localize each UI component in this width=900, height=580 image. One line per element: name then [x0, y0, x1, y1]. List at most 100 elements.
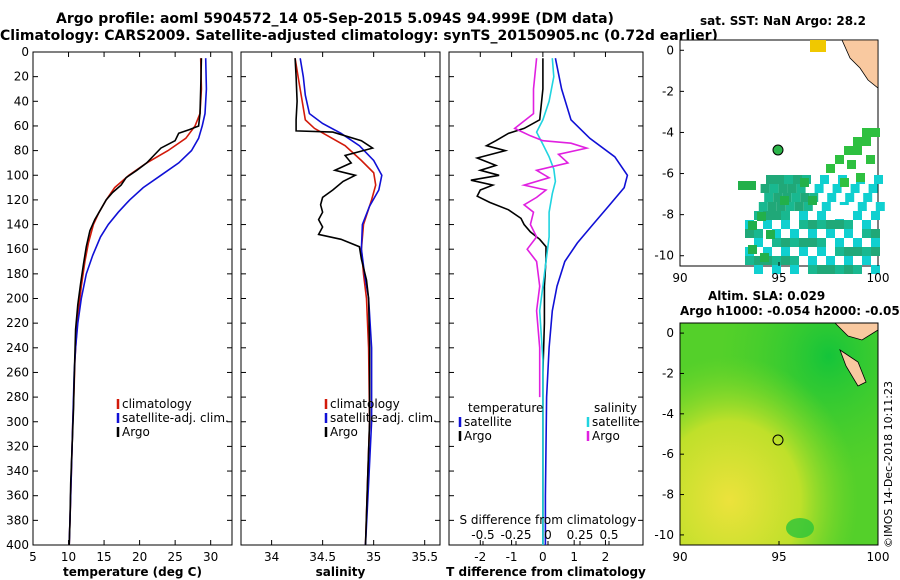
sst-pixel: [776, 202, 786, 211]
sst-pixel: [772, 256, 781, 265]
sst-pixel: [853, 238, 862, 247]
sst-pixel: [853, 247, 862, 256]
sst-pixel: [799, 238, 808, 247]
salinity-series-satellite-adj-clim-: [299, 58, 383, 546]
sla-title-line-2: Argo h1000: -0.054 h2000: -0.056: [680, 304, 900, 318]
sst-pixel: [840, 178, 849, 187]
sst-pixel: [758, 202, 768, 211]
sst-pixel: [814, 184, 824, 193]
sst-pixel: [817, 211, 826, 220]
sst-pixel: [799, 211, 808, 220]
sst-pixel: [871, 265, 880, 274]
sst-lon-label: 90: [672, 271, 687, 285]
sst-pixel: [790, 256, 799, 265]
sst-pixel: [785, 202, 795, 211]
sst-pixel: [766, 230, 775, 239]
sst-pixel: [826, 164, 835, 173]
sst-argo-position-marker: [772, 144, 784, 156]
sst-pixel: [773, 193, 783, 202]
sst-pixel: [781, 211, 790, 220]
sst-pixel: [772, 265, 781, 274]
difference-series-salinity-satellite: [535, 58, 557, 545]
sst-pixel: [821, 202, 831, 211]
temperature-plot-frame: [32, 51, 233, 546]
difference-xtick-label: 1: [570, 550, 578, 564]
sst-lon-label: 100: [867, 271, 890, 285]
sst-pixel: [866, 155, 875, 164]
temperature-legend-label: satellite-adj. clim.: [122, 411, 229, 425]
sst-pixel: [847, 160, 856, 169]
sla-lon-label: 95: [771, 550, 786, 564]
sst-pixel: [820, 175, 829, 184]
sst-pixel: [745, 256, 754, 265]
sst-pixel: [853, 265, 862, 274]
sst-pixel: [808, 265, 817, 274]
sst-lat-label: -6: [662, 167, 674, 181]
depth-tick-label: 300: [6, 415, 29, 429]
sst-pixel: [754, 229, 763, 238]
sst-pixel: [763, 220, 772, 229]
depth-tick-label: 360: [6, 489, 29, 503]
sla-lat-label: -4: [662, 407, 674, 421]
sst-pixel: [738, 181, 747, 190]
sst-pixel: [871, 128, 880, 137]
salinity-xtick-label: 35.5: [411, 550, 438, 564]
sst-pixel: [800, 178, 809, 187]
sst-pixel: [778, 184, 788, 193]
sla-argo-position-marker: [772, 434, 784, 446]
sst-pixel: [808, 220, 817, 229]
diff-legend-salinity-title: salinity: [594, 401, 637, 415]
sst-pixel: [844, 265, 853, 274]
sst-pixel: [799, 247, 808, 256]
sst-pixel: [799, 220, 808, 229]
sst-pixel: [781, 256, 790, 265]
sst-pixel: [862, 247, 871, 256]
sla-title-line-1: Altim. SLA: 0.029: [708, 289, 826, 303]
sst-pixel: [810, 40, 826, 52]
sst-pixel: [787, 184, 797, 193]
sst-pixel: [796, 184, 806, 193]
diff-legend-temperature-title: temperature: [468, 401, 543, 415]
sst-pixel: [781, 238, 790, 247]
sst-pixel: [850, 184, 860, 193]
sst-pixel: [769, 184, 779, 193]
sst-pixel: [808, 229, 817, 238]
salinity-xtick-label: 35: [366, 550, 381, 564]
diff-legend-label: Argo: [464, 429, 492, 443]
sla-lat-label: 0: [666, 326, 674, 340]
sst-pixel: [844, 229, 853, 238]
sst-pixel: [875, 202, 885, 211]
temperature-xtick-label: 15: [96, 550, 111, 564]
temperature-xtick-label: 10: [61, 550, 76, 564]
sst-lon-label: 95: [771, 271, 786, 285]
depth-tick-label: 380: [6, 513, 29, 527]
depth-tick-label: 180: [6, 267, 29, 281]
diff-legend-label: satellite: [592, 415, 640, 429]
sst-pixel: [835, 205, 849, 219]
sst-pixel: [832, 184, 842, 193]
sst-pixel: [763, 211, 772, 220]
sst-pixel: [862, 137, 871, 146]
sst-pixel: [784, 175, 793, 184]
sst-pixel: [871, 238, 880, 247]
temperature-legend-label: Argo: [122, 425, 150, 439]
sst-pixel: [772, 238, 781, 247]
sst-pixel: [863, 193, 873, 202]
sst-pixel: [862, 256, 871, 265]
sst-pixel: [871, 211, 880, 220]
sst-pixel: [745, 229, 754, 238]
difference-series-temperature-satellite: [544, 58, 629, 545]
salinity-diff-tick-label: -0.5: [471, 528, 494, 542]
sst-pixel: [790, 265, 799, 274]
depth-tick-label: 400: [6, 538, 29, 552]
sst-pixel: [826, 229, 835, 238]
difference-series-salinity-argo: [513, 58, 590, 398]
sst-pixel: [862, 229, 871, 238]
sst-pixel: [808, 196, 817, 205]
sst-pixel: [844, 256, 853, 265]
temperature-series-argo: [68, 58, 203, 546]
temperature-xtick-label: 25: [168, 550, 183, 564]
temperature-xtick-label: 30: [203, 550, 218, 564]
sst-pixel: [800, 193, 810, 202]
